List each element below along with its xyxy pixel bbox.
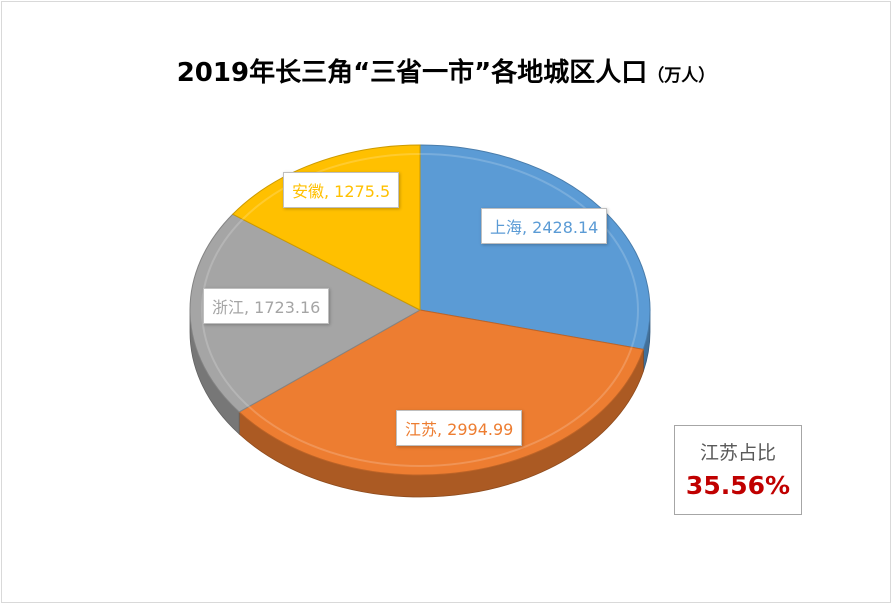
chart-title-unit: （万人） bbox=[647, 66, 716, 86]
pie-slice-1 bbox=[238, 309, 645, 476]
chart-title: 2019年长三角“三省一市”各地城区人口（万人） bbox=[2, 52, 890, 89]
share-annotation-box: 江苏占比 35.56% bbox=[674, 425, 802, 515]
chart-title-text: 2019年长三角“三省一市”各地城区人口 bbox=[176, 58, 648, 88]
data-label-anhui: 安徽, 1275.5 bbox=[283, 172, 400, 208]
data-label-shanghai: 上海, 2428.14 bbox=[481, 208, 608, 244]
share-annotation-value: 35.56% bbox=[685, 471, 791, 500]
share-annotation-label: 江苏占比 bbox=[699, 442, 776, 464]
data-label-jiangsu: 江苏, 2994.99 bbox=[396, 410, 523, 446]
pie-bevel-ring bbox=[201, 153, 639, 467]
data-label-zhejiang: 浙江, 1723.16 bbox=[203, 288, 330, 324]
